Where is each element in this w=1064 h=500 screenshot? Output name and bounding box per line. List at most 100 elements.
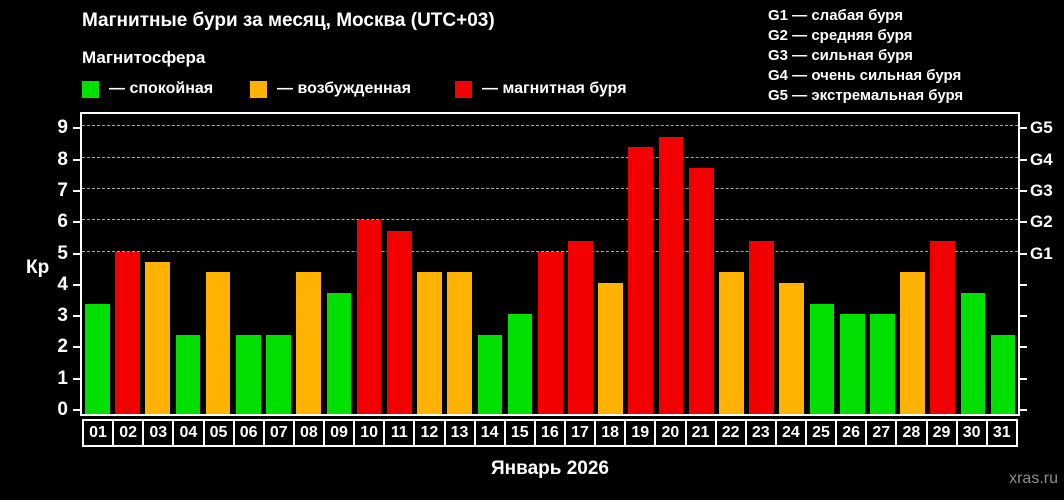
gridline-kp-9 bbox=[82, 125, 1018, 127]
legend-label-storm: — магнитная буря bbox=[482, 80, 627, 97]
bar-day-10 bbox=[356, 220, 382, 414]
bar-day-19 bbox=[628, 147, 654, 414]
g-scale-label-G3: G3 bbox=[1030, 180, 1053, 200]
bar-day-27 bbox=[870, 314, 895, 414]
left-tick-8 bbox=[73, 158, 80, 161]
bar-day-11 bbox=[386, 230, 412, 414]
y-tick-label-8: 8 bbox=[57, 148, 68, 170]
left-tick-6 bbox=[73, 221, 80, 224]
right-tick-0 bbox=[1020, 409, 1027, 411]
legend-label-quiet: — спокойная bbox=[109, 80, 214, 97]
g-scale-label-G2: G2 bbox=[1030, 212, 1053, 232]
bar-day-22 bbox=[719, 272, 744, 414]
right-tick-8 bbox=[1020, 158, 1027, 161]
bar-day-08 bbox=[296, 272, 322, 414]
legend-item-quiet: — спокойная bbox=[82, 80, 213, 98]
bar-day-04 bbox=[175, 335, 201, 414]
day-label-16: 16 bbox=[533, 419, 566, 447]
day-label-09: 09 bbox=[323, 419, 356, 447]
g-scale-label-G5: G5 bbox=[1030, 118, 1053, 138]
x-axis-label: Январь 2026 bbox=[491, 458, 609, 479]
bar-day-05 bbox=[205, 272, 231, 414]
bar-day-24 bbox=[779, 282, 805, 414]
day-label-29: 29 bbox=[925, 419, 958, 447]
left-tick-7 bbox=[73, 189, 80, 192]
storm-scale-line-g4: G4 — очень сильная буря bbox=[768, 67, 962, 84]
y-tick-label-2: 2 bbox=[57, 336, 68, 358]
day-label-30: 30 bbox=[955, 419, 988, 447]
bar-day-29 bbox=[930, 241, 956, 414]
g-scale-label-G4: G4 bbox=[1030, 149, 1053, 169]
gridline-kp-5 bbox=[82, 250, 1018, 252]
y-tick-label-4: 4 bbox=[57, 273, 68, 295]
bar-day-21 bbox=[688, 167, 714, 414]
y-tick-label-5: 5 bbox=[57, 242, 68, 264]
right-tick-7 bbox=[1020, 189, 1027, 192]
day-label-03: 03 bbox=[142, 419, 175, 447]
day-label-12: 12 bbox=[413, 419, 446, 447]
bar-day-25 bbox=[809, 303, 835, 414]
bar-day-18 bbox=[598, 282, 623, 414]
day-label-05: 05 bbox=[202, 419, 235, 447]
bar-day-03 bbox=[145, 261, 171, 414]
right-tick-5 bbox=[1020, 252, 1027, 255]
y-tick-label-9: 9 bbox=[57, 117, 68, 139]
left-tick-9 bbox=[73, 127, 80, 130]
y-tick-label-7: 7 bbox=[57, 179, 68, 201]
bar-day-02 bbox=[115, 251, 140, 414]
day-label-31: 31 bbox=[985, 419, 1018, 447]
y-tick-label-1: 1 bbox=[57, 367, 68, 389]
plot-area bbox=[80, 112, 1020, 416]
day-label-15: 15 bbox=[503, 419, 536, 447]
bar-day-07 bbox=[266, 335, 291, 414]
day-axis: 01 02 03 04 05 06 07 08 09 10 11 12 13 14 15 16 17 18 19 20… bbox=[82, 419, 1018, 447]
bar-day-01 bbox=[85, 303, 110, 414]
day-label-17: 17 bbox=[564, 419, 597, 447]
left-tick-2 bbox=[73, 346, 80, 349]
y-tick-label-0: 0 bbox=[57, 399, 68, 420]
quiet-swatch-icon bbox=[82, 80, 99, 98]
legend-item-storm: — магнитная буря bbox=[455, 80, 627, 98]
magnetosphere-subtitle: Магнитосфера bbox=[82, 48, 206, 67]
storm-scale-line-g3: G3 — сильная буря bbox=[768, 47, 913, 64]
day-label-13: 13 bbox=[443, 419, 476, 447]
day-label-24: 24 bbox=[774, 419, 807, 447]
y-axis-label: Кр bbox=[26, 257, 50, 278]
storm-scale-line-g5: G5 — экстремальная буря bbox=[768, 87, 964, 104]
day-label-18: 18 bbox=[594, 419, 627, 447]
day-label-25: 25 bbox=[805, 419, 838, 447]
day-label-02: 02 bbox=[112, 419, 145, 447]
g-scale-label-G1: G1 bbox=[1030, 243, 1053, 263]
day-label-10: 10 bbox=[353, 419, 386, 447]
page-title: Магнитные бури за месяц, Москва (UTC+03) bbox=[82, 10, 495, 31]
unsettled-swatch-icon bbox=[250, 80, 267, 98]
bar-day-20 bbox=[658, 136, 684, 414]
bar-day-09 bbox=[326, 293, 352, 414]
right-tick-4 bbox=[1020, 283, 1027, 286]
legend-item-unsettled: — возбужденная bbox=[250, 80, 411, 98]
day-label-23: 23 bbox=[744, 419, 777, 447]
right-tick-9 bbox=[1020, 127, 1027, 130]
bar-day-15 bbox=[507, 314, 533, 414]
day-label-06: 06 bbox=[232, 419, 265, 447]
right-tick-3 bbox=[1020, 315, 1027, 318]
storm-scale-line-g2: G2 — средняя буря bbox=[768, 27, 913, 44]
storm-swatch-icon bbox=[455, 80, 472, 98]
legend-label-unsettled: — возбужденная bbox=[277, 80, 411, 97]
day-label-27: 27 bbox=[865, 419, 898, 447]
right-tick-6 bbox=[1020, 221, 1027, 224]
bar-day-26 bbox=[839, 314, 865, 414]
storm-scale-line-g1: G1 — слабая буря bbox=[768, 7, 904, 24]
bar-day-17 bbox=[568, 241, 593, 414]
bar-day-28 bbox=[900, 272, 925, 414]
day-label-04: 04 bbox=[172, 419, 205, 447]
day-label-07: 07 bbox=[262, 419, 295, 447]
y-tick-label-3: 3 bbox=[57, 305, 68, 327]
right-tick-2 bbox=[1020, 346, 1027, 349]
gridline-kp-6 bbox=[82, 219, 1018, 221]
day-label-08: 08 bbox=[292, 419, 325, 447]
left-tick-3 bbox=[73, 315, 80, 318]
bar-day-23 bbox=[749, 241, 774, 414]
left-tick-5 bbox=[73, 252, 80, 255]
bar-day-16 bbox=[537, 251, 563, 414]
